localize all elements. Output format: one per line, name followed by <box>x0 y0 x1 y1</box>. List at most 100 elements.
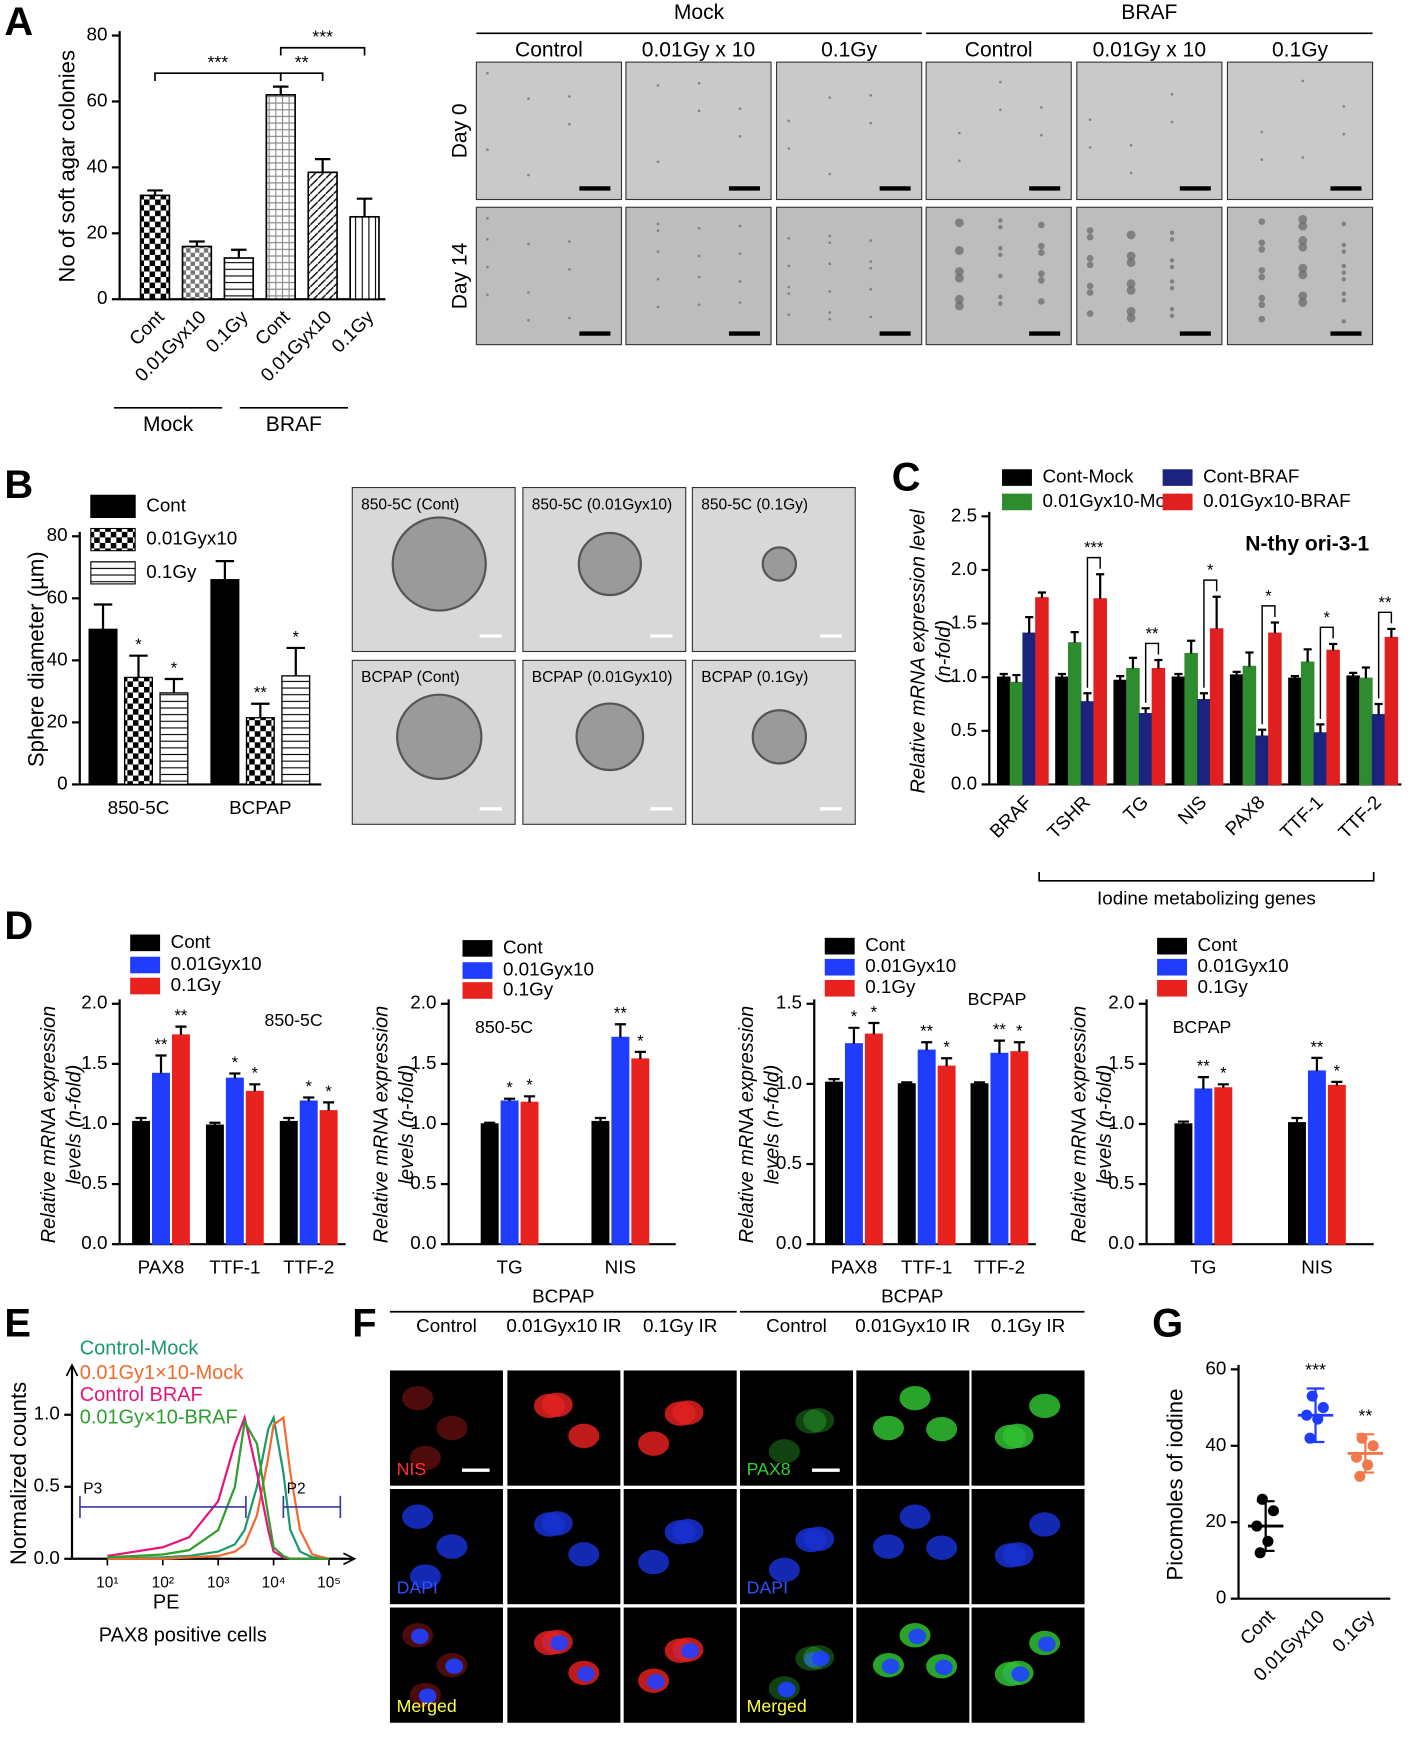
colony <box>527 173 530 177</box>
significance-label: ** <box>993 1020 1006 1039</box>
colony <box>828 311 832 314</box>
sphere <box>761 546 798 582</box>
bar <box>1184 652 1198 786</box>
legend-swatch <box>130 956 161 974</box>
chart-note: N-thy ori-3-1 <box>1245 533 1369 556</box>
bar <box>1307 1070 1326 1245</box>
sd-whisker <box>1356 1433 1375 1474</box>
x-tick-label: TSHR <box>1043 791 1094 842</box>
sphere <box>577 531 642 597</box>
micrograph-label: BCPAP (Cont) <box>361 669 460 686</box>
error-bar <box>1212 595 1221 629</box>
x-tick-label: 10⁵ <box>317 1574 341 1591</box>
error-bar <box>1025 616 1034 634</box>
colony <box>1086 254 1094 262</box>
y-axis-label: Relative mRNA expression <box>736 1006 758 1244</box>
error-bar <box>1245 651 1254 667</box>
error-bar <box>1197 1075 1209 1090</box>
colony <box>828 317 832 321</box>
colony <box>1298 236 1308 245</box>
colony <box>958 159 961 163</box>
significance-bracket <box>1086 556 1101 688</box>
error-bar <box>175 1025 187 1036</box>
x-tick-label: TTF-1 <box>1276 791 1327 842</box>
colony <box>1258 218 1266 225</box>
error-bar <box>1154 658 1163 669</box>
column-label: 0.1Gy IR <box>643 1315 717 1336</box>
group-label: BCPAP <box>532 1285 594 1306</box>
significance-label: * <box>305 1077 312 1096</box>
legend-label: 0.01Gyx10 <box>171 953 262 974</box>
significance-label: * <box>851 1007 858 1026</box>
bar <box>500 1100 519 1245</box>
significance-label: * <box>252 1064 259 1083</box>
x-tick-label: TG <box>497 1257 523 1278</box>
x-tick-label: 0.1Gy <box>201 306 252 357</box>
bar <box>970 1083 989 1245</box>
legend-label: 0.01Gy1×10-Mock <box>80 1362 243 1384</box>
colony <box>1038 277 1045 284</box>
colony <box>1298 221 1308 231</box>
cell <box>1002 1542 1034 1567</box>
y-tick-label: 2.0 <box>951 558 977 579</box>
column-label: 0.01Gyx10 IR <box>855 1315 970 1336</box>
legend-label: 0.01Gyx10 <box>1198 955 1289 976</box>
colony <box>486 238 489 241</box>
bar <box>205 1124 224 1245</box>
y-tick-label: 0.5 <box>951 719 977 740</box>
colony <box>1169 313 1175 319</box>
stain-label: NIS <box>397 1459 427 1479</box>
error-bar <box>848 1026 860 1044</box>
micrograph <box>507 1607 621 1723</box>
significance-label: * <box>637 1031 644 1050</box>
legend-label: Cont <box>146 494 187 515</box>
significance-label: * <box>526 1076 533 1095</box>
x-axis-label: PE <box>153 1591 180 1613</box>
nucleus <box>577 1666 595 1682</box>
legend-label: Control-Mock <box>80 1338 199 1360</box>
bar <box>1255 735 1269 786</box>
stain-label: Merged <box>397 1696 457 1716</box>
colony <box>869 260 873 263</box>
colony <box>486 265 489 269</box>
legend-label: 0.1Gy <box>1198 976 1249 997</box>
colony <box>828 290 832 293</box>
colony <box>1129 171 1133 175</box>
error-bar <box>1128 656 1138 669</box>
cell <box>872 1415 904 1441</box>
error-bar <box>1174 672 1183 678</box>
y-tick-label: 40 <box>1205 1434 1226 1455</box>
colony <box>656 222 660 226</box>
row-label: Day 0 <box>448 103 471 158</box>
bar <box>1171 676 1186 786</box>
colony <box>1086 289 1094 296</box>
x-tick-label: 10⁴ <box>262 1574 286 1591</box>
colony <box>738 224 742 228</box>
y-tick-label: 2.5 <box>951 504 977 525</box>
colony <box>656 250 660 253</box>
colony <box>486 71 489 75</box>
nucleus <box>908 1628 927 1645</box>
significance-label: * <box>293 627 300 646</box>
colony <box>697 81 701 85</box>
y-tick-label: 1.0 <box>34 1403 60 1424</box>
colony <box>1126 258 1136 268</box>
error-bar <box>286 646 306 676</box>
column-label: 0.01Gy x 10 <box>642 39 755 62</box>
colony <box>697 254 701 258</box>
bar <box>245 717 275 786</box>
error-bar <box>135 1116 147 1122</box>
colony <box>787 147 791 150</box>
colony <box>954 294 964 304</box>
colony <box>1086 282 1094 290</box>
y-axis-label: Relative mRNA expression <box>38 1006 60 1244</box>
colony <box>656 277 660 281</box>
colony <box>954 267 964 276</box>
gate <box>79 1495 247 1519</box>
micrograph <box>475 206 623 346</box>
colony <box>869 287 873 291</box>
y-tick-label: 0.5 <box>776 1152 802 1173</box>
bar <box>1067 642 1082 786</box>
colony <box>1126 285 1136 295</box>
legend-label: 0.1Gy <box>146 561 197 582</box>
